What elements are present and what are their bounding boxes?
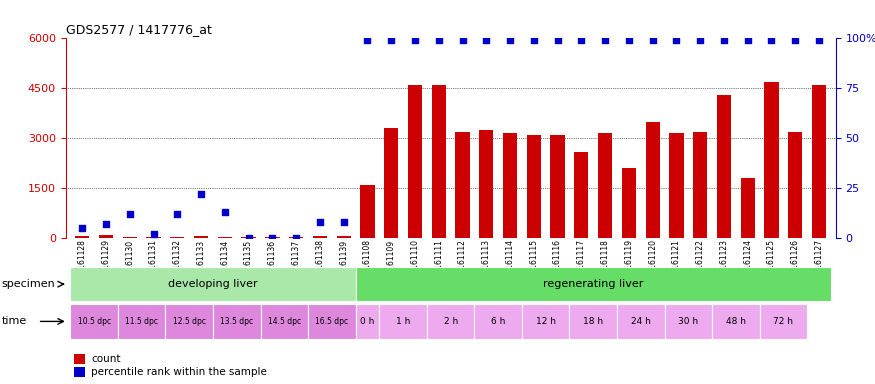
Text: 72 h: 72 h xyxy=(774,317,794,326)
Text: GDS2577 / 1417776_at: GDS2577 / 1417776_at xyxy=(66,23,212,36)
Bar xyxy=(646,122,660,238)
Text: 24 h: 24 h xyxy=(631,317,651,326)
Bar xyxy=(598,133,612,238)
Point xyxy=(598,37,612,43)
Bar xyxy=(431,85,446,238)
Point xyxy=(527,37,541,43)
Text: 10.5 dpc: 10.5 dpc xyxy=(78,317,111,326)
Point xyxy=(99,221,113,227)
Text: 0 h: 0 h xyxy=(360,317,374,326)
Point xyxy=(146,231,160,237)
Point xyxy=(503,37,517,43)
Point xyxy=(218,209,232,215)
Point xyxy=(431,37,445,43)
Bar xyxy=(312,237,327,238)
Point xyxy=(622,37,636,43)
Text: percentile rank within the sample: percentile rank within the sample xyxy=(91,367,267,377)
Text: time: time xyxy=(2,316,27,326)
Point xyxy=(289,235,303,241)
Bar xyxy=(146,237,161,238)
Point xyxy=(574,37,588,43)
Bar xyxy=(408,85,422,238)
Bar xyxy=(503,133,517,238)
Text: regenerating liver: regenerating liver xyxy=(543,279,643,289)
Text: count: count xyxy=(91,354,121,364)
Bar xyxy=(622,168,636,238)
Bar xyxy=(337,237,351,238)
Bar xyxy=(75,237,89,238)
Text: 13.5 dpc: 13.5 dpc xyxy=(220,317,253,326)
Point xyxy=(408,37,422,43)
Point xyxy=(194,191,208,197)
Bar xyxy=(669,133,683,238)
Point xyxy=(550,37,564,43)
Bar xyxy=(455,132,470,238)
Point xyxy=(123,211,136,217)
Bar xyxy=(123,237,136,238)
Bar xyxy=(812,85,826,238)
Text: 2 h: 2 h xyxy=(444,317,458,326)
Point xyxy=(265,235,279,241)
Bar xyxy=(550,135,564,238)
Bar xyxy=(717,95,731,238)
Text: 12 h: 12 h xyxy=(536,317,556,326)
Bar xyxy=(194,237,208,238)
Point xyxy=(717,37,731,43)
Bar xyxy=(171,237,185,238)
Point xyxy=(360,37,374,43)
Bar xyxy=(480,130,494,238)
Bar xyxy=(693,132,707,238)
Point xyxy=(242,235,256,241)
Bar xyxy=(218,237,232,238)
Text: 30 h: 30 h xyxy=(678,317,698,326)
Point xyxy=(75,225,89,231)
Bar xyxy=(788,132,802,238)
Bar xyxy=(740,178,755,238)
Point xyxy=(669,37,683,43)
Point xyxy=(480,37,494,43)
Text: 18 h: 18 h xyxy=(583,317,603,326)
Bar xyxy=(360,185,374,238)
Point xyxy=(812,37,826,43)
Point xyxy=(313,219,327,225)
Point xyxy=(384,37,398,43)
Point xyxy=(337,219,351,225)
Point xyxy=(741,37,755,43)
Text: 11.5 dpc: 11.5 dpc xyxy=(125,317,158,326)
Text: 1 h: 1 h xyxy=(396,317,410,326)
Bar xyxy=(242,237,256,238)
Point xyxy=(693,37,707,43)
Bar xyxy=(574,152,589,238)
Text: 16.5 dpc: 16.5 dpc xyxy=(315,317,348,326)
Text: 48 h: 48 h xyxy=(725,317,746,326)
Bar xyxy=(384,128,398,238)
Text: 12.5 dpc: 12.5 dpc xyxy=(172,317,206,326)
Text: specimen: specimen xyxy=(2,279,55,289)
Point xyxy=(646,37,660,43)
Bar xyxy=(265,237,279,238)
Bar xyxy=(527,135,541,238)
Text: 14.5 dpc: 14.5 dpc xyxy=(268,317,301,326)
Bar xyxy=(765,82,779,238)
Point xyxy=(171,211,185,217)
Text: 6 h: 6 h xyxy=(491,317,506,326)
Bar xyxy=(99,235,113,238)
Text: developing liver: developing liver xyxy=(168,279,258,289)
Point xyxy=(765,37,779,43)
Point xyxy=(456,37,470,43)
Point xyxy=(788,37,802,43)
Bar xyxy=(289,237,304,238)
